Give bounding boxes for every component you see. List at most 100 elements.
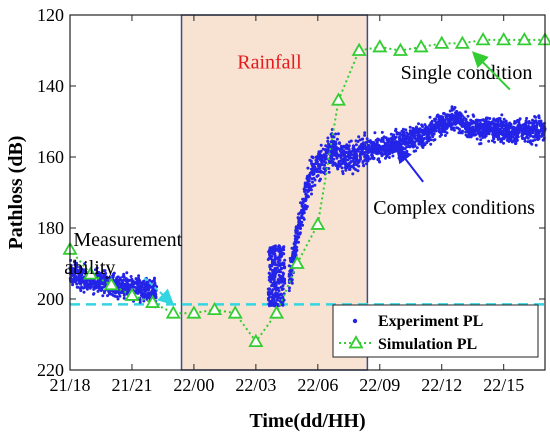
experiment-point xyxy=(484,117,488,121)
experiment-point xyxy=(154,293,158,297)
experiment-point xyxy=(453,111,457,115)
experiment-point xyxy=(390,138,394,142)
experiment-point xyxy=(340,153,344,157)
experiment-point xyxy=(319,169,323,173)
experiment-point xyxy=(532,128,535,132)
experiment-point xyxy=(496,119,500,123)
experiment-point xyxy=(291,250,295,254)
experiment-point xyxy=(101,294,105,298)
experiment-point xyxy=(498,127,502,131)
experiment-point xyxy=(318,165,321,169)
experiment-point xyxy=(283,266,287,270)
experiment-point xyxy=(273,258,277,262)
experiment-point xyxy=(375,146,379,150)
experiment-point xyxy=(495,130,499,133)
experiment-point xyxy=(134,277,138,281)
experiment-point xyxy=(387,137,391,141)
experiment-point xyxy=(537,134,540,138)
experiment-point xyxy=(391,142,395,146)
experiment-point xyxy=(327,142,330,146)
experiment-point xyxy=(108,276,111,280)
experiment-point xyxy=(278,275,282,279)
experiment-point xyxy=(279,300,283,304)
x-tick-label: 22/12 xyxy=(421,375,462,395)
experiment-point xyxy=(278,296,282,300)
experiment-point xyxy=(521,136,525,140)
simulation-point xyxy=(248,333,264,348)
y-tick-label: 220 xyxy=(37,360,64,380)
experiment-point xyxy=(426,132,430,136)
experiment-point xyxy=(487,120,491,124)
experiment-point xyxy=(289,259,292,263)
experiment-point xyxy=(305,205,309,208)
experiment-point xyxy=(378,146,382,150)
x-tick-label: 22/00 xyxy=(173,375,214,395)
experiment-point xyxy=(301,223,305,227)
experiment-point xyxy=(428,115,432,119)
experiment-point xyxy=(405,149,409,153)
experiment-point xyxy=(458,119,462,123)
experiment-point xyxy=(469,135,473,139)
experiment-point xyxy=(152,278,156,281)
experiment-point xyxy=(305,195,308,198)
experiment-point xyxy=(343,158,347,162)
experiment-point xyxy=(77,270,81,274)
experiment-point xyxy=(357,135,361,139)
experiment-point xyxy=(359,155,362,159)
experiment-point xyxy=(521,131,525,135)
experiment-point xyxy=(431,125,435,129)
experiment-point xyxy=(309,159,313,163)
experiment-point xyxy=(266,258,270,261)
simulation-point xyxy=(186,305,202,319)
experiment-point xyxy=(499,124,503,128)
experiment-point xyxy=(334,154,338,158)
experiment-point xyxy=(297,225,301,229)
experiment-point xyxy=(525,133,529,137)
experiment-point xyxy=(425,135,429,139)
experiment-point xyxy=(363,154,367,158)
experiment-point xyxy=(122,272,126,276)
experiment-point xyxy=(271,270,275,274)
experiment-point xyxy=(71,281,75,284)
experiment-point xyxy=(502,136,506,140)
experiment-point xyxy=(321,163,325,167)
experiment-point xyxy=(310,192,313,196)
experiment-point xyxy=(348,164,352,168)
experiment-point xyxy=(408,125,412,129)
experiment-point xyxy=(395,146,398,150)
experiment-point xyxy=(334,132,338,136)
experiment-point xyxy=(104,271,108,275)
experiment-point xyxy=(433,117,437,121)
experiment-point xyxy=(268,302,272,305)
experiment-point xyxy=(308,175,312,179)
experiment-point xyxy=(452,128,456,132)
experiment-point xyxy=(404,128,408,132)
experiment-point xyxy=(345,151,349,155)
experiment-point xyxy=(479,133,483,136)
simulation-point xyxy=(289,255,305,269)
experiment-point xyxy=(450,105,454,109)
experiment-point xyxy=(281,284,285,288)
simulation-point xyxy=(227,305,243,319)
x-tick-label: 22/09 xyxy=(359,375,400,395)
simulation-point xyxy=(454,35,470,49)
experiment-point xyxy=(516,131,520,135)
experiment-point xyxy=(314,155,318,159)
experiment-point xyxy=(341,158,344,162)
annotation-complex-conditions: Complex conditions xyxy=(373,197,535,219)
experiment-point xyxy=(500,113,504,117)
experiment-point xyxy=(475,137,479,141)
experiment-point xyxy=(274,244,277,248)
experiment-point xyxy=(363,131,367,135)
experiment-point xyxy=(323,157,327,161)
experiment-point xyxy=(116,278,120,282)
experiment-point xyxy=(300,208,303,212)
experiment-point xyxy=(473,129,477,132)
experiment-point xyxy=(336,163,340,167)
experiment-point xyxy=(497,117,501,120)
experiment-point xyxy=(506,127,510,130)
experiment-point xyxy=(142,279,146,283)
experiment-point xyxy=(125,271,129,275)
experiment-point xyxy=(380,130,384,134)
